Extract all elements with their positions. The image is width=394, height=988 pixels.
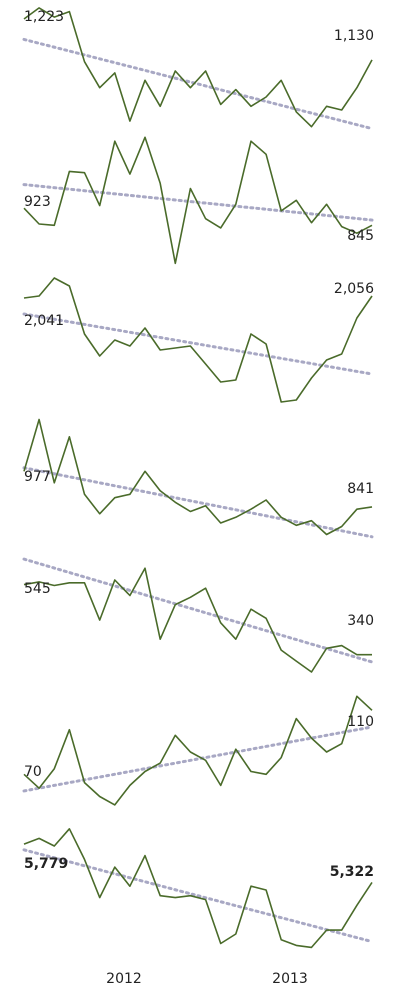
panel-7: 5,779 5,322 [22, 827, 374, 949]
first-value-label-1: 1,223 [24, 9, 64, 25]
first-value-label-6: 70 [24, 764, 42, 780]
last-value-label-5: 340 [347, 613, 374, 629]
panel-3: 2,041 2,056 [22, 277, 374, 403]
trend-line-4 [22, 466, 374, 539]
last-value-label-2: 845 [347, 228, 374, 244]
series-line-2 [23, 136, 373, 265]
last-value-label-3: 2,056 [334, 281, 374, 297]
last-value-label-7: 5,322 [330, 864, 374, 880]
panel-5: 545 340 [22, 557, 374, 673]
trend-line-7 [22, 848, 374, 944]
panel-2: 923 845 [22, 136, 374, 265]
series-line-6 [23, 695, 373, 806]
first-value-label-3: 2,041 [24, 313, 64, 329]
panel-6: 70 110 [22, 695, 374, 806]
x-tick-label-2013: 2013 [272, 971, 308, 987]
first-value-label-2: 923 [24, 194, 51, 210]
panel-1: 1,223 1,130 [22, 7, 374, 131]
first-value-label-7: 5,779 [24, 856, 68, 872]
trend-line-5 [22, 557, 374, 664]
trend-line-3 [22, 312, 374, 376]
last-value-label-4: 841 [347, 481, 374, 497]
panel-4: 977 841 [22, 418, 374, 539]
series-line-3 [23, 277, 373, 403]
last-value-label-6: 110 [347, 714, 374, 730]
last-value-label-1: 1,130 [334, 28, 374, 44]
series-line-1 [23, 7, 373, 128]
first-value-label-4: 977 [24, 469, 51, 485]
first-value-label-5: 545 [24, 581, 51, 597]
trend-line-6 [22, 725, 374, 793]
x-tick-label-2012: 2012 [106, 971, 142, 987]
series-line-5 [23, 567, 372, 673]
series-line-7 [23, 827, 373, 949]
series-line-4 [23, 418, 373, 536]
